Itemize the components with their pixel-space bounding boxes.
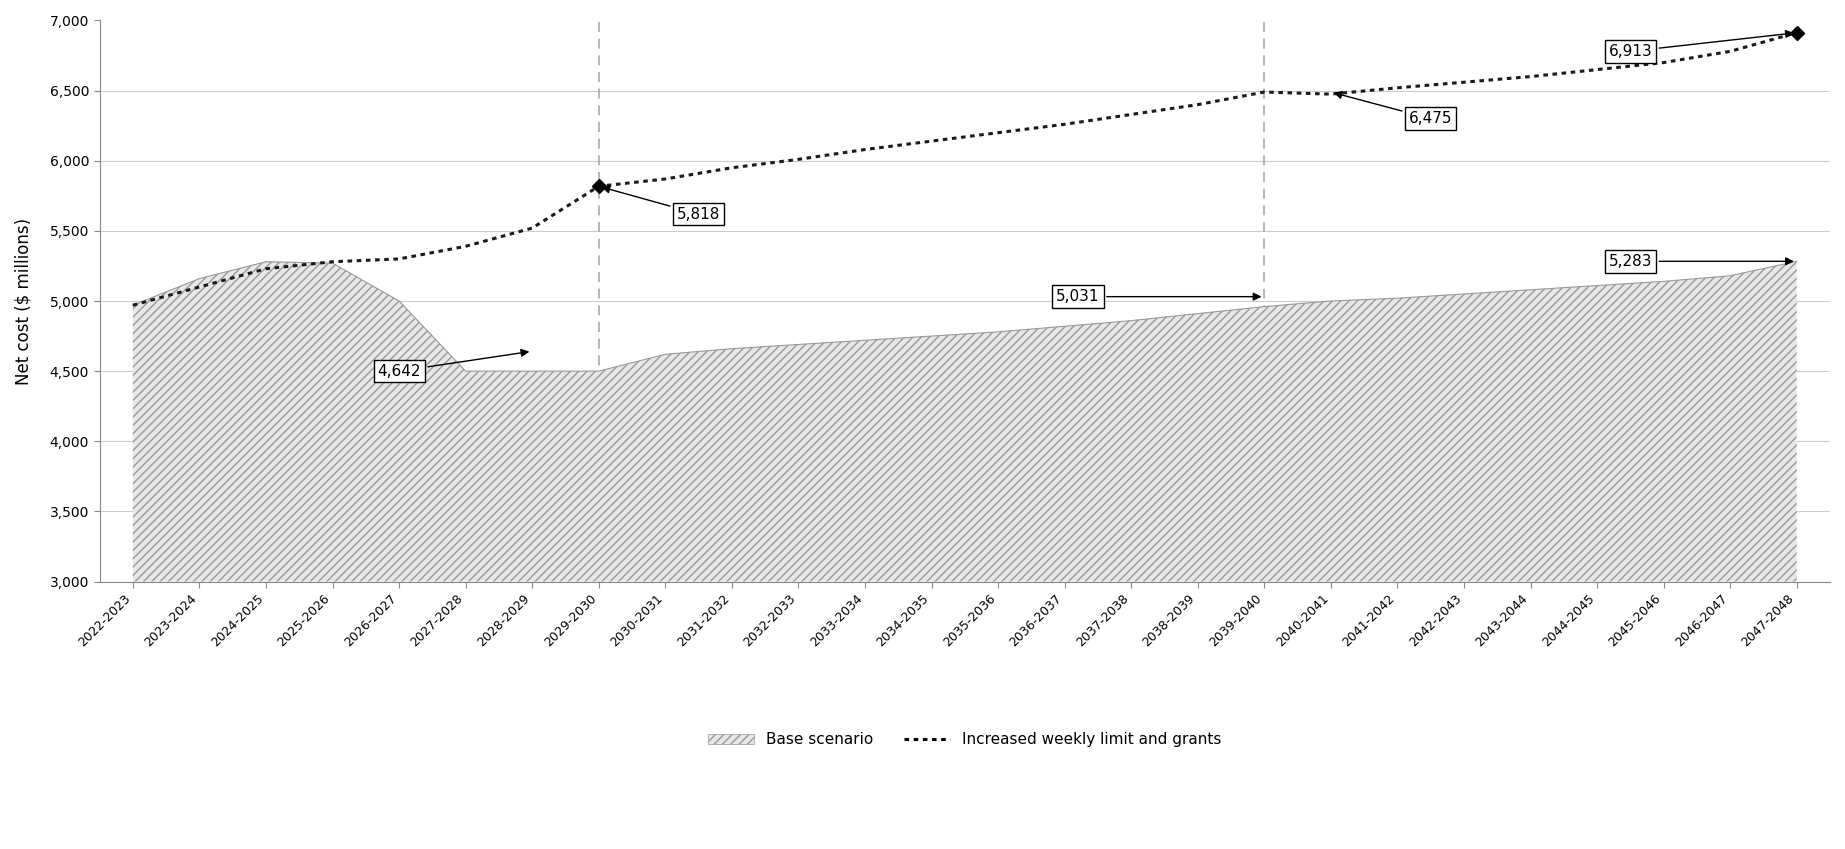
Y-axis label: Net cost ($ millions): Net cost ($ millions) bbox=[15, 217, 33, 385]
Text: 5,283: 5,283 bbox=[1609, 254, 1791, 269]
Text: 6,475: 6,475 bbox=[1336, 92, 1452, 127]
Legend: Base scenario, Increased weekly limit and grants: Base scenario, Increased weekly limit an… bbox=[703, 726, 1227, 753]
Text: 6,913: 6,913 bbox=[1609, 31, 1791, 59]
Text: 5,031: 5,031 bbox=[1055, 290, 1260, 304]
Text: 5,818: 5,818 bbox=[603, 186, 720, 222]
Text: 4,642: 4,642 bbox=[378, 350, 528, 379]
